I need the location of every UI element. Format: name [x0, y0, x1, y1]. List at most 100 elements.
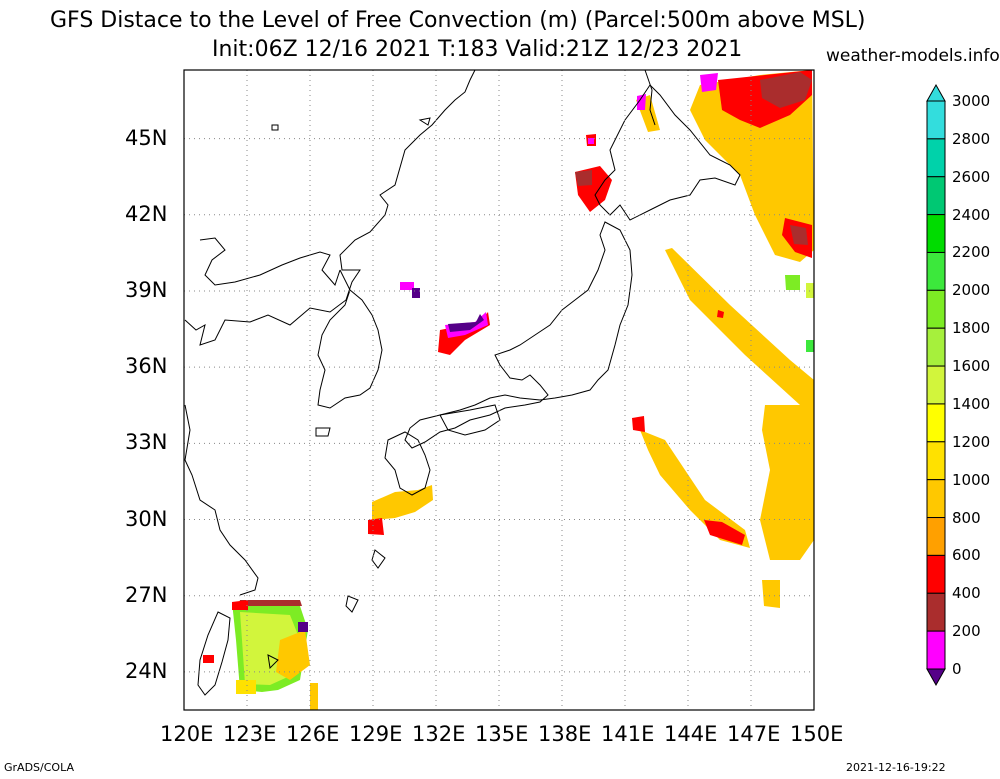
field-red-tw3	[203, 655, 214, 663]
lon-tick-label: 141E	[601, 722, 655, 746]
coast-hokkaido	[594, 84, 741, 221]
footer-credit: GrADS/COLA	[4, 761, 74, 774]
field-orange-tw2	[310, 683, 318, 710]
field-yellow-tw2	[236, 680, 256, 694]
field-brown-tw	[238, 600, 302, 606]
coast-korea	[317, 269, 383, 409]
colorbar-swatch	[926, 327, 946, 367]
graticule	[184, 70, 814, 710]
field-purple-soj	[448, 314, 484, 332]
colorbar-swatch	[926, 517, 946, 556]
field-red-se2	[632, 416, 645, 432]
field-brown-ne	[760, 72, 812, 108]
lon-tick-label: 150E	[790, 722, 844, 746]
chart-title: GFS Distace to the Level of Free Convect…	[50, 8, 866, 33]
coast-kyushu	[384, 431, 431, 496]
colorbar-swatch	[926, 554, 946, 594]
colorbar-tick-label: 2000	[952, 281, 991, 300]
colorbar-swatch	[926, 630, 946, 670]
lat-tick-label: 27N	[125, 582, 168, 607]
field-green-se	[785, 275, 800, 290]
colorbar-swatch	[926, 138, 946, 178]
coast-sakhalin	[644, 69, 656, 126]
colorbar-swatch	[926, 176, 946, 216]
coast-shikoku	[439, 404, 501, 436]
coast-islands-3	[371, 549, 386, 569]
colorbar-min-arrow	[926, 668, 946, 687]
lat-tick-label: 33N	[125, 430, 168, 455]
colorbar-tick-label: 0	[952, 660, 962, 678]
footer-timestamp: 2021-12-16-19:22	[846, 761, 946, 774]
coast-islands-6	[271, 124, 279, 131]
field-magenta-ne3	[637, 94, 646, 110]
field-orange-se3	[762, 580, 780, 608]
coast-islands-2	[345, 595, 359, 613]
lon-tick-label: 135E	[475, 722, 529, 746]
coast-islands-4	[267, 654, 279, 670]
colorbar-swatch	[926, 403, 946, 443]
lat-tick-label: 30N	[125, 506, 168, 531]
field-band-east2	[717, 310, 724, 318]
field-purple-tw	[298, 622, 308, 632]
field-orange-ks	[372, 485, 433, 520]
lon-tick-label: 123E	[223, 722, 277, 746]
coast-china-east	[184, 404, 259, 596]
colorbar-tick-label: 1000	[952, 470, 991, 489]
field-red-ks	[368, 518, 384, 535]
colorbar-swatch	[926, 365, 946, 405]
colorbar-tick-label: 3000	[952, 92, 991, 110]
colorbar-swatch	[926, 441, 946, 481]
lon-tick-label: 126E	[286, 722, 340, 746]
field-orange-tw	[276, 630, 310, 680]
colorbar-tick-label: 2400	[952, 205, 991, 224]
colorbar-swatch	[926, 100, 946, 140]
coastlines	[184, 69, 741, 696]
colorbar-tick-label: 200	[952, 622, 981, 641]
lon-tick-label: 120E	[160, 722, 214, 746]
field-magenta-korea	[400, 282, 414, 290]
lfc-shading	[203, 70, 814, 710]
chart-subtitle: Init:06Z 12/16 2021 T:183 Valid:21Z 12/2…	[212, 37, 743, 62]
lon-tick-label: 138E	[538, 722, 592, 746]
field-red-tw	[232, 600, 248, 610]
colorbar-max-arrow	[926, 83, 946, 102]
colorbar-swatch	[926, 251, 946, 291]
colorbar-tick-label: 600	[952, 546, 981, 565]
colorbar-swatch	[926, 214, 946, 253]
field-orange-se	[760, 405, 814, 560]
colorbar-swatch	[926, 592, 946, 632]
lat-tick-label: 36N	[125, 354, 168, 379]
lat-tick-label: 39N	[125, 277, 168, 302]
coast-islands-5	[418, 117, 431, 126]
colorbar-tick-label: 800	[952, 508, 981, 527]
field-green-se2	[806, 340, 814, 352]
field-magenta-ne	[700, 73, 718, 92]
colorbar	[926, 83, 946, 687]
colorbar-swatch	[926, 289, 946, 329]
coast-bohai	[199, 237, 341, 286]
field-orange-se2	[640, 430, 750, 548]
field-brown-hk	[575, 170, 592, 186]
colorbar-tick-label: 2800	[952, 129, 991, 148]
field-red-se	[704, 520, 745, 545]
coast-mainland-asia	[184, 69, 476, 346]
colorbar-tick-label: 2600	[952, 167, 991, 186]
field-band-east	[665, 248, 814, 410]
field-purple-korea	[412, 288, 420, 298]
colorbar-swatch	[926, 479, 946, 519]
lon-tick-label: 132E	[412, 722, 466, 746]
lon-tick-label: 147E	[727, 722, 781, 746]
lat-tick-label: 42N	[125, 201, 168, 226]
colorbar-tick-label: 1800	[952, 319, 991, 338]
lat-tick-label: 45N	[125, 125, 168, 150]
field-brown-ne2	[790, 225, 808, 245]
plot-frame	[183, 69, 815, 711]
lat-tick-label: 24N	[125, 658, 168, 683]
colorbar-tick-label: 1400	[952, 394, 991, 413]
colorbar-tick-label: 1600	[952, 357, 991, 376]
coast-honshu	[404, 221, 633, 449]
field-magenta-hk2	[588, 138, 594, 144]
coast-taiwan	[197, 611, 231, 696]
source-site: weather-models.info	[826, 46, 1000, 66]
